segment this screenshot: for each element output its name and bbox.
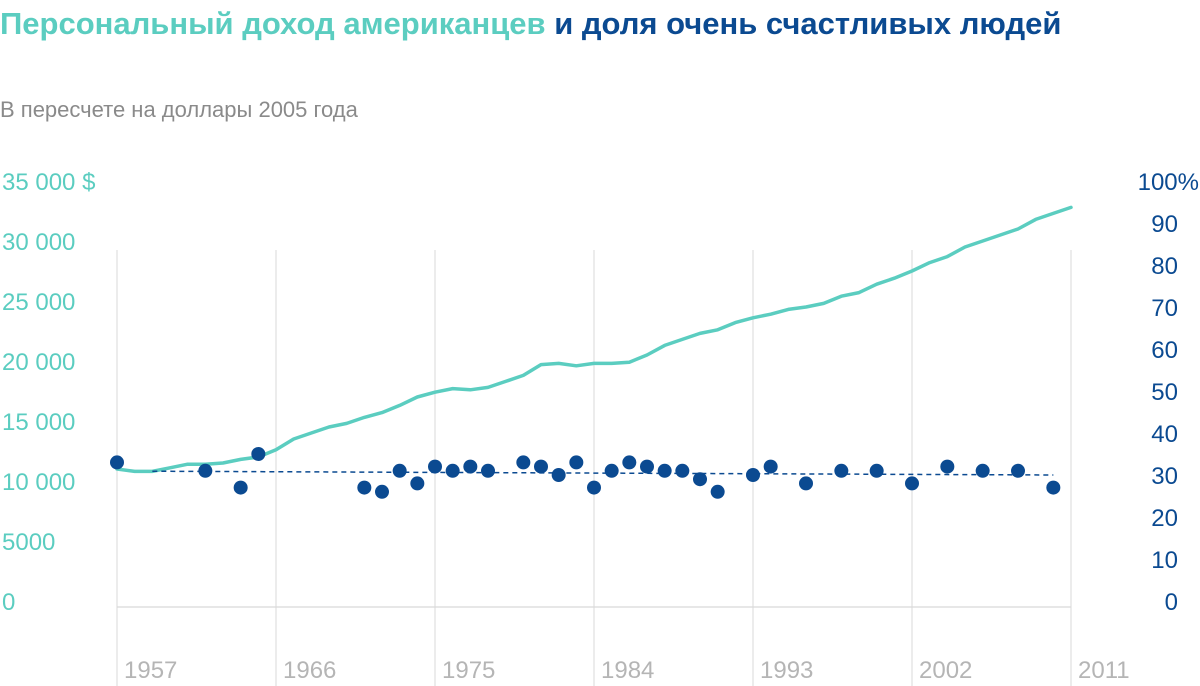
happy-point — [905, 476, 919, 491]
left-tick-label: 0 — [2, 589, 15, 616]
x-tick-label: 1957 — [124, 657, 177, 684]
right-tick-label: 0 — [1165, 589, 1178, 616]
right-tick-label: 20 — [1151, 505, 1178, 532]
left-tick-label: 35 000 $ — [2, 169, 95, 196]
right-tick-label: 10 — [1151, 547, 1178, 574]
happy-point — [375, 484, 389, 499]
x-tick-label: 2002 — [919, 657, 972, 684]
happy-point — [410, 476, 425, 491]
right-tick-label: 30 — [1151, 463, 1178, 490]
happy-point — [392, 463, 407, 478]
happy-point — [799, 476, 813, 491]
happy-point — [481, 463, 495, 478]
happy-point — [622, 455, 637, 470]
x-tick-label: 1966 — [283, 657, 336, 684]
happy-point — [587, 480, 601, 495]
series-layer — [110, 205, 1073, 499]
happy-point — [110, 455, 124, 470]
happy-point — [710, 484, 725, 499]
happy-point — [516, 455, 531, 470]
right-axis: 0 10 20 30 40 50 60 70 80 90 100% — [1138, 169, 1199, 616]
right-tick-label: 80 — [1151, 253, 1178, 280]
chart-subtitle: В пересчете на доллары 2005 года — [0, 97, 358, 122]
left-axis: 0 5000 10 000 15 000 20 000 25 000 30 000 35 00… — [2, 169, 95, 616]
left-tick-label: 10 000 — [2, 469, 75, 496]
x-axis: 1957 1966 1975 1984 1993 2002 2011 — [124, 657, 1130, 684]
trend-line — [152, 470, 1054, 476]
left-tick-label: 30 000 — [2, 229, 75, 256]
happy-point — [975, 463, 990, 478]
grid-lines — [116, 250, 1072, 686]
happy-point — [251, 447, 266, 461]
chart-title-income-part: Персональный доход американцев — [0, 6, 546, 41]
x-tick-label: 2011 — [1078, 657, 1130, 684]
happy-point — [763, 459, 778, 474]
happy-point — [869, 463, 884, 478]
chart-title-happy-part: и доля очень счастливых людей — [545, 6, 1062, 41]
happy-point — [569, 455, 584, 470]
right-tick-label: 40 — [1151, 421, 1178, 448]
chart-title: Персональный доход американцев и доля оч… — [0, 2, 1100, 46]
left-tick-label: 25 000 — [2, 289, 75, 316]
right-tick-label: 90 — [1151, 211, 1178, 238]
happy-point — [640, 459, 654, 474]
right-tick-label: 70 — [1151, 295, 1178, 322]
x-tick-label: 1975 — [442, 657, 495, 684]
happy-point — [551, 468, 566, 482]
happy-point — [746, 468, 760, 482]
left-tick-label: 20 000 — [2, 349, 75, 376]
happy-point — [657, 463, 672, 478]
happy-point — [940, 459, 955, 474]
happy-point — [675, 463, 690, 478]
left-tick-label: 5000 — [2, 529, 55, 556]
happy-point — [198, 463, 213, 478]
left-tick-label: 15 000 — [2, 409, 75, 436]
income-line — [115, 205, 1073, 474]
happy-point — [1011, 463, 1025, 478]
happy-point — [357, 480, 372, 495]
happy-point — [428, 459, 442, 474]
happy-point — [233, 480, 248, 495]
right-tick-label: 100% — [1138, 169, 1199, 196]
x-tick-label: 1984 — [601, 657, 654, 684]
happy-point — [834, 463, 849, 478]
happy-point — [604, 463, 619, 478]
happy-point — [445, 463, 460, 478]
right-tick-label: 50 — [1151, 379, 1178, 406]
happy-point — [693, 472, 707, 487]
happy-point — [534, 459, 548, 474]
happy-point — [463, 459, 478, 474]
happy-point — [1046, 480, 1061, 495]
right-tick-label: 60 — [1151, 337, 1178, 364]
x-tick-label: 1993 — [760, 657, 813, 684]
